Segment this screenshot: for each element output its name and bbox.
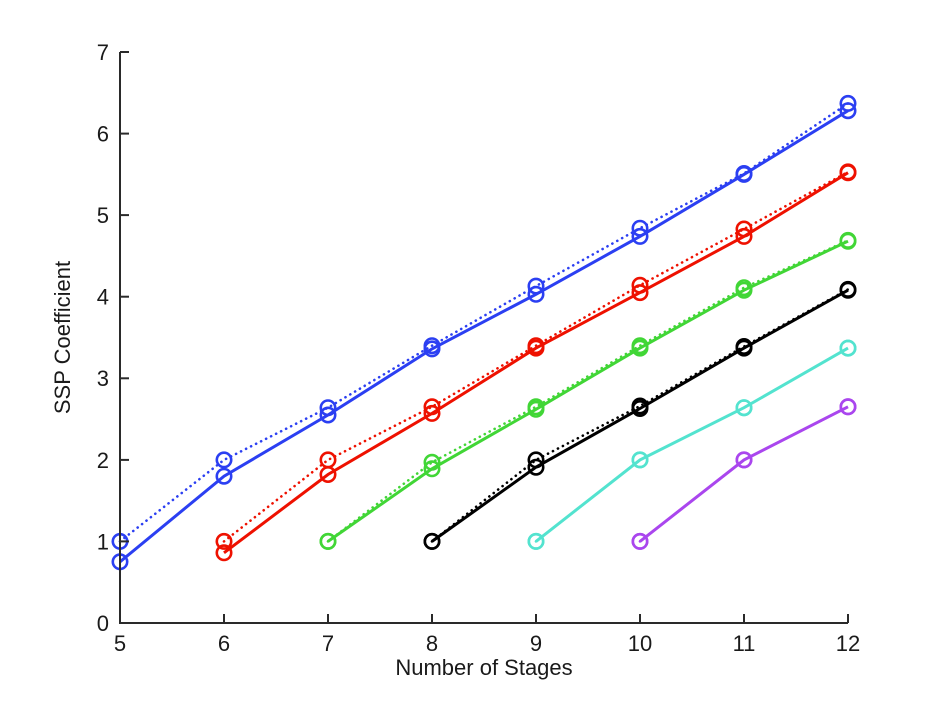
y-tick-label: 0: [97, 611, 109, 636]
black-solid-marker: [423, 532, 441, 550]
red-solid-line: [223, 171, 849, 554]
y-tick-label: 6: [97, 122, 109, 147]
green-solid-line: [327, 239, 849, 543]
blue-dotted-bound-line: [118, 102, 850, 543]
red-solid-marker: [631, 284, 649, 302]
red-solid-marker: [839, 164, 857, 182]
red-dotted-bound-marker: [319, 451, 337, 469]
y-axis-label: SSP Coefficient: [50, 261, 75, 414]
blue-solid-marker: [735, 165, 753, 183]
x-tick-label: 6: [218, 631, 230, 656]
magenta-solid-marker: [631, 532, 649, 550]
blue-solid-marker: [215, 467, 233, 485]
x-tick-label: 9: [530, 631, 542, 656]
y-tick-label: 3: [97, 366, 109, 391]
blue-solid-marker: [423, 340, 441, 358]
cyan-solid-marker: [527, 532, 545, 550]
blue-solid-marker: [527, 285, 545, 303]
black-solid-marker: [527, 458, 545, 476]
x-tick-label: 12: [836, 631, 860, 656]
black-solid-line: [431, 288, 849, 543]
green-solid-marker: [423, 460, 441, 478]
x-tick-label: 7: [322, 631, 334, 656]
black-solid-marker: [839, 281, 857, 299]
red-solid-marker: [527, 339, 545, 357]
green-solid-marker: [839, 232, 857, 250]
blue-solid-marker: [319, 406, 337, 424]
x-tick-label: 8: [426, 631, 438, 656]
blue-solid-line: [119, 109, 849, 563]
y-tick-label: 5: [97, 203, 109, 228]
x-axis-label: Number of Stages: [395, 655, 572, 680]
x-tick-label: 5: [114, 631, 126, 656]
red-solid-marker: [423, 404, 441, 422]
x-tick-label: 10: [628, 631, 652, 656]
cyan-solid-marker: [735, 399, 753, 417]
green-solid-marker: [527, 400, 545, 418]
blue-dotted-bound-marker: [839, 94, 857, 112]
magenta-solid-marker: [735, 451, 753, 469]
black-solid-marker: [631, 399, 649, 417]
y-tick-label: 1: [97, 529, 109, 554]
cyan-solid-marker: [631, 451, 649, 469]
blue-solid-marker: [839, 102, 857, 120]
red-solid-marker: [215, 544, 233, 562]
red-solid-marker: [319, 465, 337, 483]
red-solid-marker: [735, 227, 753, 245]
y-tick-label: 2: [97, 448, 109, 473]
red-dotted-bound-line: [222, 170, 850, 543]
green-solid-marker: [735, 281, 753, 299]
red-dotted-bound-marker: [215, 532, 233, 550]
black-solid-marker: [735, 339, 753, 357]
magenta-solid-line: [639, 405, 849, 543]
green-solid-marker: [631, 339, 649, 357]
blue-dotted-bound-marker: [215, 451, 233, 469]
green-dotted-bound-line: [326, 239, 850, 543]
x-tick-label: 11: [733, 631, 756, 656]
y-tick-label: 7: [97, 40, 109, 65]
green-solid-marker: [319, 532, 337, 550]
cyan-solid-marker: [839, 339, 857, 357]
cyan-solid-line: [535, 346, 849, 543]
blue-solid-marker: [631, 227, 649, 245]
y-tick-label: 4: [97, 285, 109, 310]
magenta-dotted-bound-line: [638, 405, 850, 543]
magenta-solid-marker: [839, 398, 857, 416]
